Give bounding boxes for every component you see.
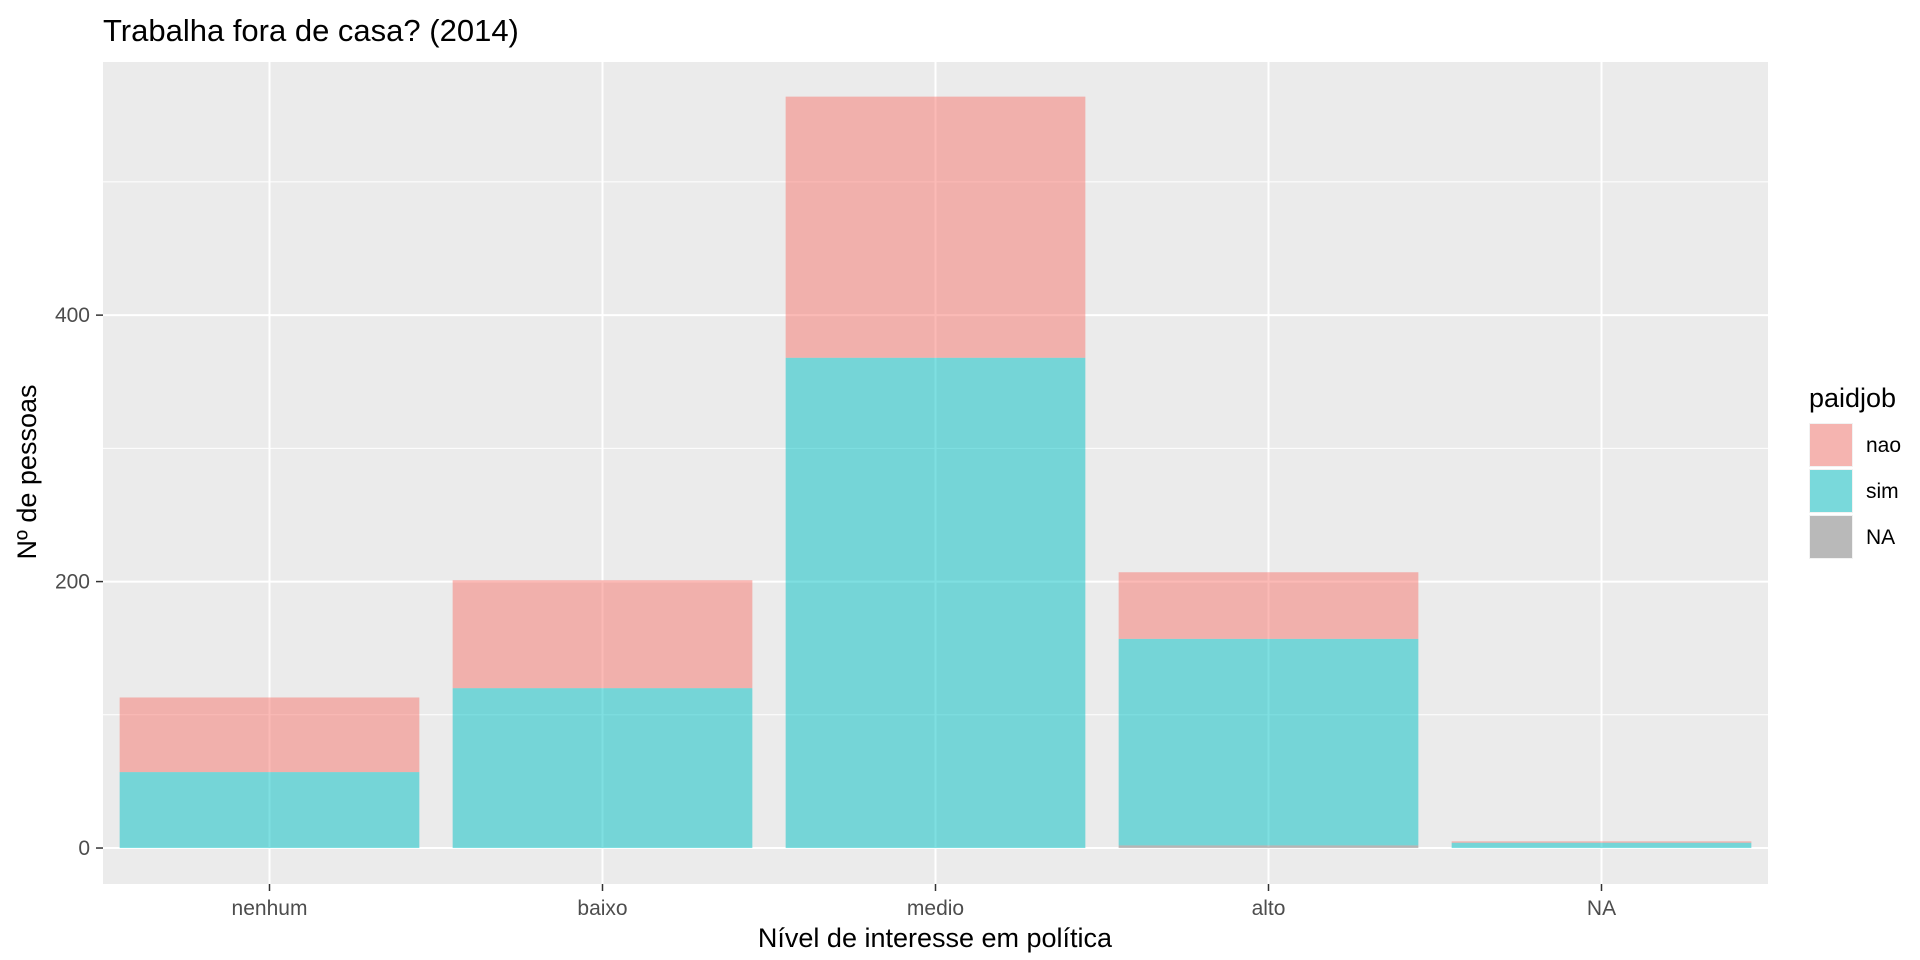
legend-label: nao <box>1866 434 1901 457</box>
y-tick-label: 200 <box>55 571 90 594</box>
legend-label: sim <box>1866 480 1899 503</box>
bar-nao-medio <box>785 96 1086 358</box>
bar-nao-baixo <box>452 580 753 689</box>
bar-nao-na <box>1451 841 1752 843</box>
y-axis: 0 200 400 <box>55 304 103 860</box>
x-tick-label: alto <box>1252 897 1286 920</box>
y-tick-label: 400 <box>55 304 90 327</box>
y-axis-title: Nº de pessoas <box>12 385 42 560</box>
bar-na-alto <box>1118 845 1419 849</box>
bar-sim-baixo <box>452 688 753 849</box>
x-tick-label: baixo <box>577 897 627 920</box>
bar-nao-nenhum <box>119 697 420 773</box>
x-axis-title: Nível de interesse em política <box>758 923 1113 953</box>
legend-title: paidjob <box>1809 383 1896 413</box>
bar-sim-na <box>1451 842 1752 849</box>
legend-key-na <box>1810 516 1852 558</box>
legend-key-sim <box>1810 470 1852 512</box>
bar-sim-medio <box>785 357 1086 849</box>
bar-sim-nenhum <box>119 772 420 849</box>
x-tick-label: NA <box>1587 897 1616 920</box>
y-tick-label: 0 <box>78 837 90 860</box>
x-axis: nenhum baixo medio alto NA <box>232 884 1616 920</box>
x-tick-label: nenhum <box>232 897 308 920</box>
plot-panel <box>103 62 1768 884</box>
bar-sim-alto <box>1118 638 1419 846</box>
bar-nao-alto <box>1118 572 1419 639</box>
legend: paidjob nao sim NA <box>1809 383 1901 559</box>
legend-key-nao <box>1810 424 1852 466</box>
legend-label: NA <box>1866 526 1895 549</box>
chart-title: Trabalha fora de casa? (2014) <box>103 13 519 48</box>
x-tick-label: medio <box>907 897 964 920</box>
